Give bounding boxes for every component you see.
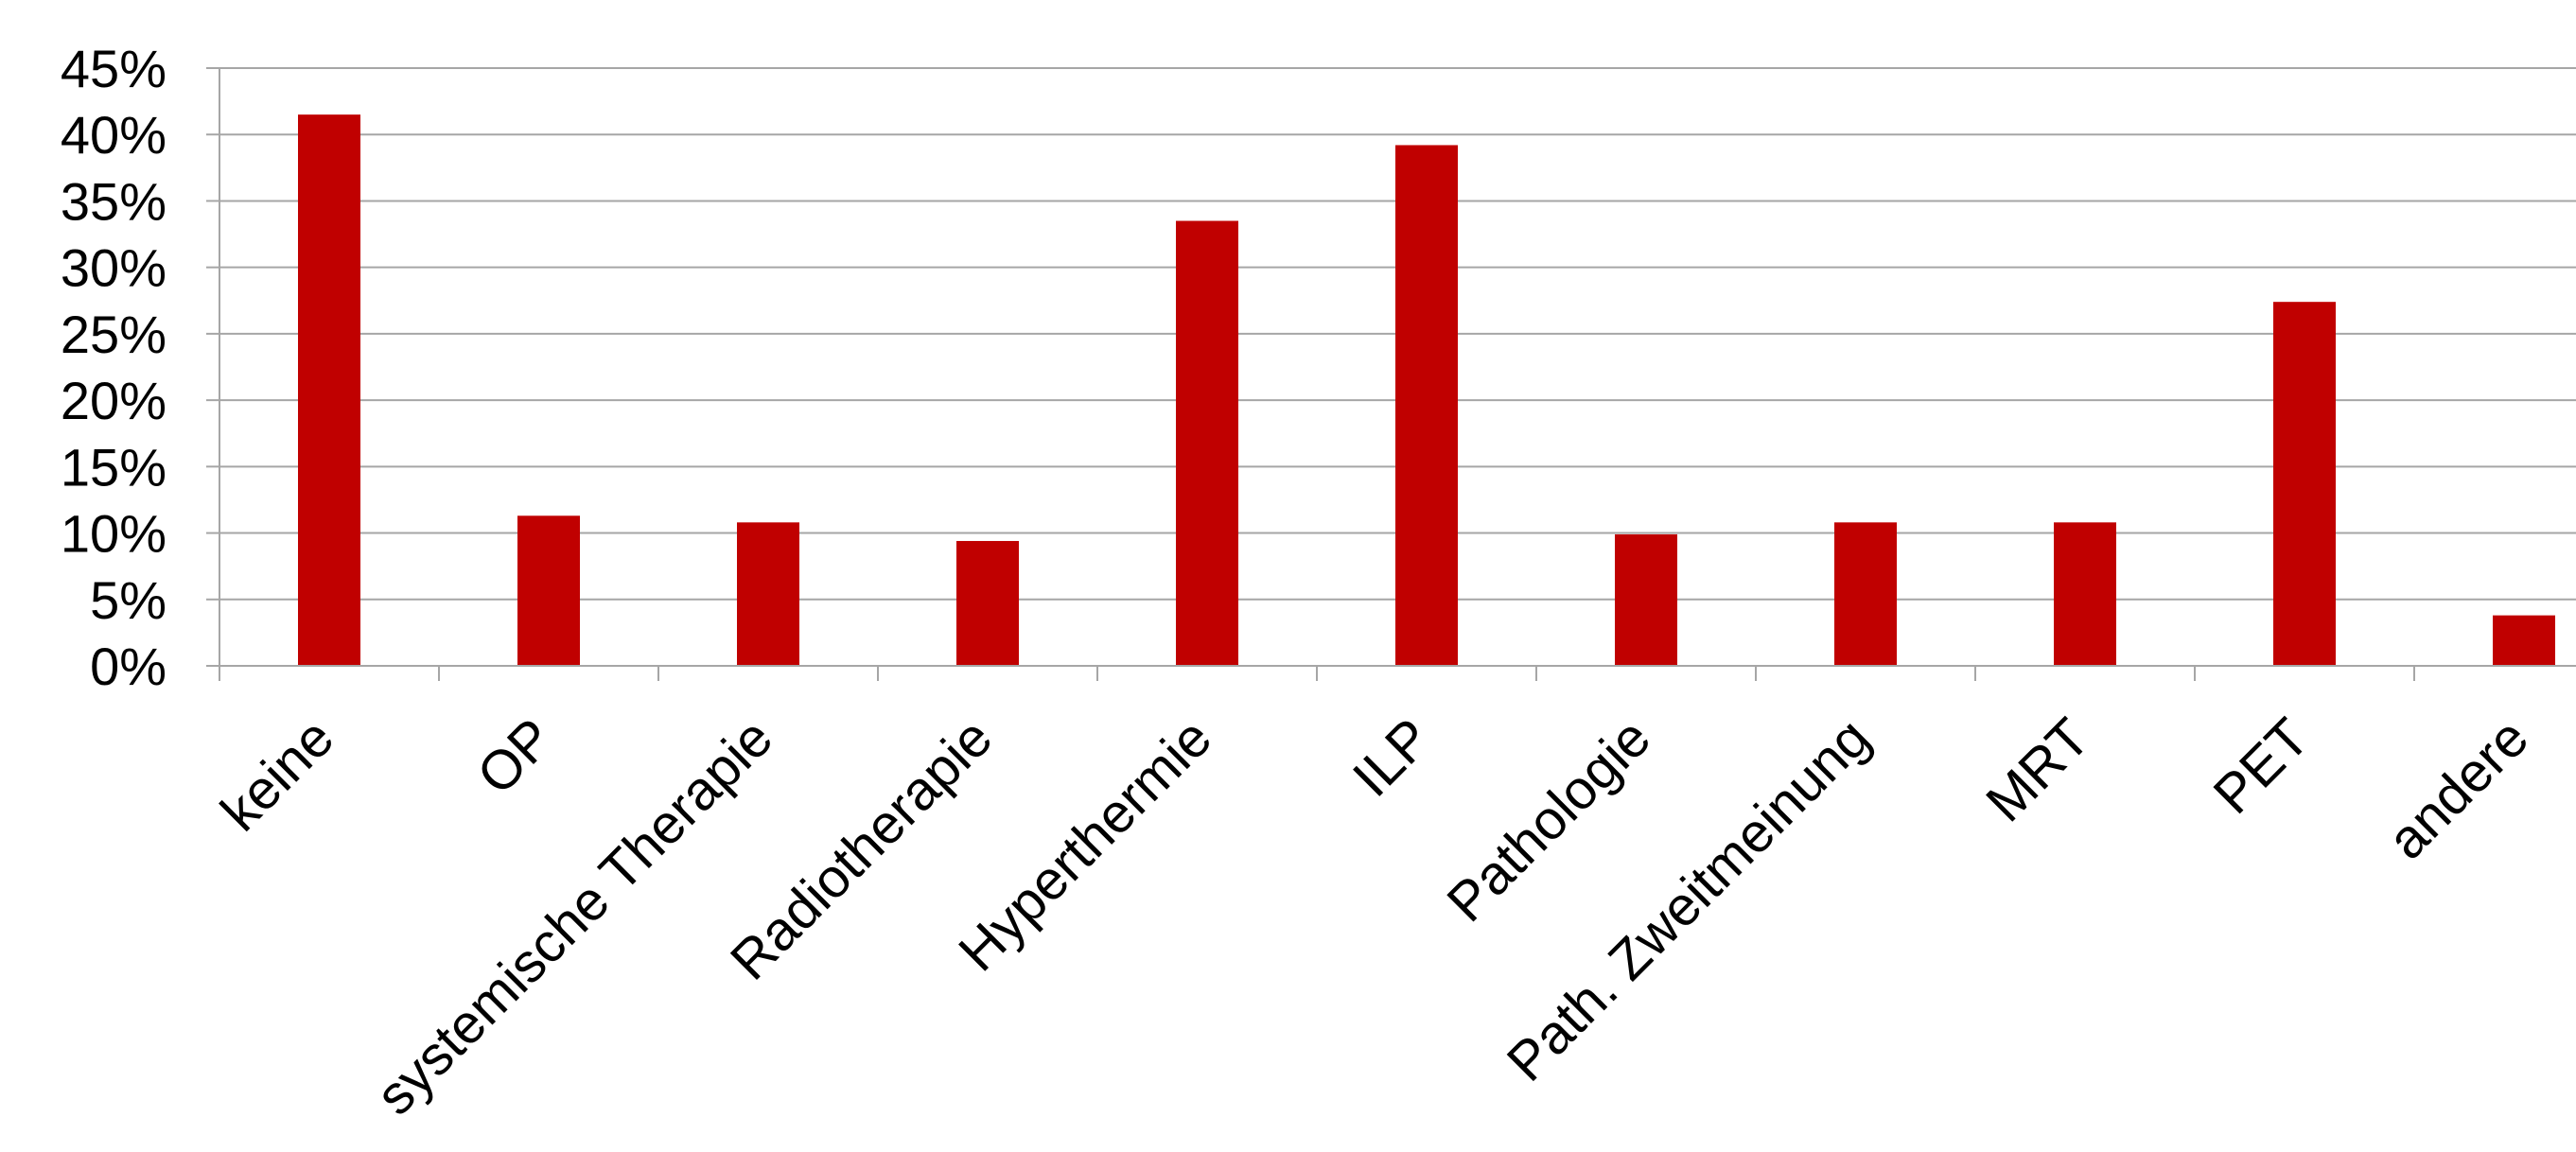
bar-keine xyxy=(298,114,360,666)
y-tick-label: 25% xyxy=(61,305,166,364)
x-category-label: ILP xyxy=(1341,707,1444,809)
y-tick-label: 20% xyxy=(61,371,166,430)
y-tick-label: 30% xyxy=(61,238,166,298)
x-category-label: OP xyxy=(465,707,565,806)
bars xyxy=(298,114,2555,667)
x-category-label: MRT xyxy=(1974,707,2101,833)
x-category-label: andere xyxy=(2376,707,2541,871)
y-axis-tick-labels: 0% 5%10% 15% 20% 25% 30% 35%40% 45% xyxy=(61,39,166,696)
bar-pathologie xyxy=(1615,533,1677,666)
y-tick-label: 35% xyxy=(61,171,166,231)
x-category-label: Path. Zweitmeinung xyxy=(1496,707,1882,1092)
axes xyxy=(206,67,2576,681)
x-category-label: keine xyxy=(209,707,345,843)
bar-andere xyxy=(2493,615,2555,666)
bar-ilp xyxy=(1395,145,1458,667)
bar-radiotherapie xyxy=(956,540,1019,666)
bar-pet xyxy=(2273,302,2336,666)
y-tick-label: 40% xyxy=(61,105,166,165)
x-category-label: Pathologie xyxy=(1435,707,1662,934)
y-tick-label: 45% xyxy=(61,39,166,98)
bar-path-zweitmeinung xyxy=(1834,522,1897,666)
bar-systemische-therapie xyxy=(737,522,799,666)
y-tick-label: 0% xyxy=(90,637,166,696)
x-category-label: systemische Therapie xyxy=(364,707,784,1126)
y-tick-label: 5% xyxy=(90,570,166,630)
x-category-label: PET xyxy=(2201,707,2321,826)
bar-mrt xyxy=(2054,522,2116,666)
y-tick-label: 15% xyxy=(61,437,166,497)
bar-op xyxy=(517,515,580,666)
y-tick-label: 10% xyxy=(61,504,166,564)
bar-hyperthermie xyxy=(1176,220,1238,666)
